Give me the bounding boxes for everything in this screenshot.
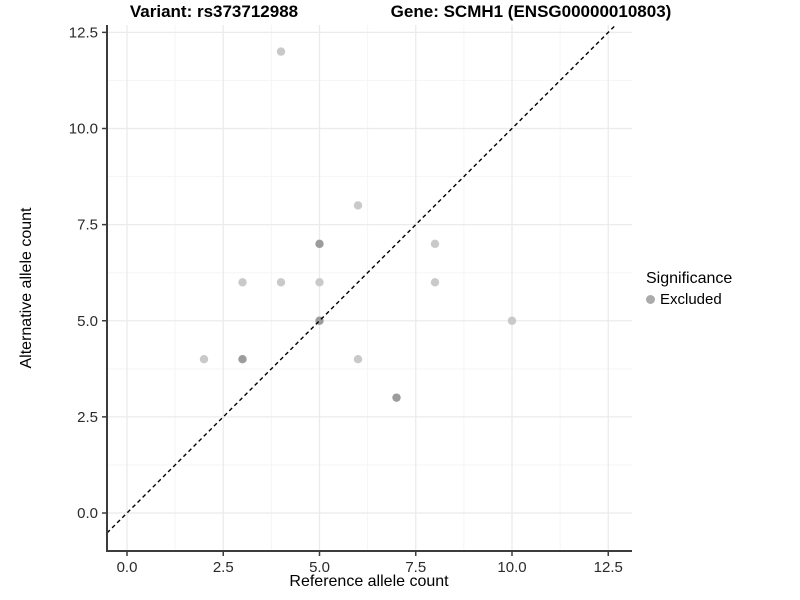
plot-title-variant: Variant: rs373712988 bbox=[129, 2, 299, 21]
x-tick-label: 5.0 bbox=[309, 559, 330, 576]
legend-item-excluded: Excluded bbox=[646, 291, 732, 308]
data-point bbox=[276, 47, 286, 56]
legend-item-label: Excluded bbox=[660, 291, 722, 308]
x-tick-label: 2.5 bbox=[213, 559, 234, 576]
y-tick-label: 10.0 bbox=[69, 121, 98, 138]
data-point bbox=[430, 278, 440, 287]
data-point bbox=[199, 355, 209, 364]
y-axis-label: Alternative allele count bbox=[18, 207, 35, 369]
data-point bbox=[276, 278, 286, 287]
data-point bbox=[315, 239, 324, 249]
legend-title: Significance bbox=[646, 270, 733, 287]
data-point bbox=[353, 355, 363, 364]
data-point bbox=[507, 316, 517, 325]
data-point bbox=[353, 201, 363, 210]
y-tick-label: 12.5 bbox=[69, 24, 98, 41]
plot-title-gene: Gene: SCMH1 (ENSG00000010803) bbox=[390, 2, 672, 21]
x-tick-label: 12.5 bbox=[594, 559, 623, 576]
legend-point-icon bbox=[646, 295, 655, 304]
data-point bbox=[430, 239, 440, 249]
x-axis-label: Reference allele count bbox=[289, 573, 449, 590]
y-tick-label: 7.5 bbox=[77, 217, 98, 234]
data-point bbox=[238, 355, 247, 364]
data-point bbox=[238, 278, 247, 287]
identity-line bbox=[106, 24, 617, 534]
y-tick-label: 0.0 bbox=[77, 505, 98, 522]
x-tick-label: 0.0 bbox=[117, 559, 138, 576]
x-tick-label: 7.5 bbox=[405, 559, 426, 576]
legend: Significance Excluded bbox=[646, 270, 732, 308]
data-point bbox=[392, 393, 401, 402]
data-point bbox=[315, 278, 324, 287]
y-tick-label: 5.0 bbox=[77, 313, 98, 330]
x-tick-label: 10.0 bbox=[497, 559, 526, 576]
y-tick-label: 2.5 bbox=[77, 409, 98, 426]
